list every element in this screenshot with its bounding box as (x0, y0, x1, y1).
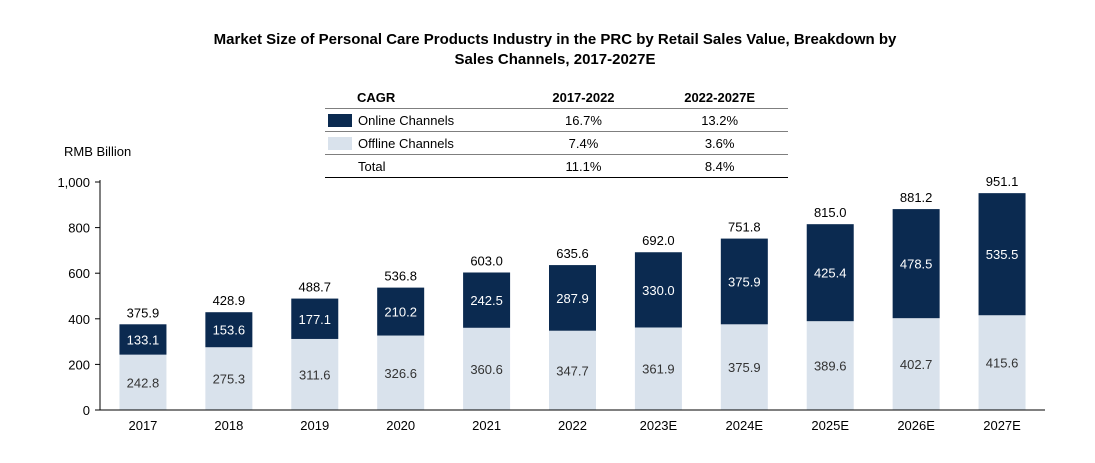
offline-value-label: 389.6 (814, 359, 847, 374)
x-tick-label: 2018 (214, 418, 243, 433)
cagr-row-online-label: Online Channels (325, 109, 516, 132)
online-value-label: 330.0 (642, 283, 675, 298)
chart-title-line-1: Market Size of Personal Care Products In… (213, 31, 897, 48)
total-value-label: 815.0 (814, 205, 847, 220)
x-tick-label: 2020 (386, 418, 415, 433)
offline-value-label: 347.7 (556, 363, 589, 378)
cagr-row-online: Online Channels 16.7% 13.2% (325, 109, 788, 132)
offline-value-label: 361.9 (642, 362, 675, 377)
bar-offline-segment (549, 330, 596, 410)
cagr-cell: 13.2% (701, 112, 739, 128)
online-value-label: 425.4 (814, 266, 847, 281)
online-value-label: 153.6 (213, 323, 246, 338)
total-value-label: 603.0 (470, 253, 503, 268)
x-tick-label: 2027E (983, 418, 1021, 433)
chart-title: Market Size of Personal Care Products In… (0, 30, 1095, 70)
cagr-cell: 3.6% (704, 135, 735, 151)
bar-offline-segment (291, 338, 339, 410)
bar-online-segment (377, 287, 425, 336)
bar-online-segment (549, 265, 596, 331)
x-tick-label: 2023E (640, 418, 678, 433)
x-tick-label: 2026E (897, 418, 935, 433)
cagr-cell: 8.4% (704, 158, 735, 174)
bar-online-segment (892, 209, 940, 319)
cagr-table: CAGR 2017-2022 2022-2027E Online Channel… (325, 86, 788, 178)
cagr-cell: 7.4% (568, 135, 599, 151)
online-value-label: 478.5 (900, 257, 933, 272)
bar-online-segment (720, 238, 768, 325)
total-value-label: 536.8 (384, 269, 417, 284)
offline-value-label: 326.6 (384, 366, 417, 381)
cagr-cell: 11.1% (565, 158, 602, 174)
y-tick-label: 400 (68, 312, 90, 327)
total-value-label: 881.2 (900, 190, 933, 205)
x-tick-label: 2022 (558, 418, 587, 433)
bar-offline-segment (205, 347, 253, 410)
online-value-label: 375.9 (728, 274, 761, 289)
bar-offline-segment (978, 315, 1026, 410)
bar-online-segment (806, 224, 854, 322)
offline-value-label: 311.6 (299, 367, 331, 382)
bar-offline-segment (806, 321, 854, 410)
offline-legend-swatch (328, 136, 352, 150)
offline-value-label: 242.8 (127, 375, 160, 390)
cagr-header-label: CAGR (357, 89, 396, 105)
cagr-header-period-2: 2022-2027E (684, 89, 756, 105)
offline-value-label: 360.6 (470, 362, 503, 377)
bar-online-segment (291, 298, 339, 339)
total-value-label: 488.7 (298, 280, 331, 295)
y-axis-unit-label: RMB Billion (64, 144, 132, 159)
x-tick-label: 2025E (811, 418, 849, 433)
offline-value-label: 415.6 (986, 356, 1019, 371)
cagr-cell: 16.7% (565, 112, 602, 128)
x-tick-label: 2017 (128, 418, 157, 433)
y-tick-label: 800 (68, 221, 90, 236)
y-tick-label: 200 (68, 357, 90, 372)
online-value-label: 133.1 (127, 332, 160, 347)
bar-online-segment (205, 312, 253, 348)
x-tick-label: 2021 (472, 418, 501, 433)
online-value-label: 177.1 (298, 312, 331, 327)
online-legend-text: Online Channels (358, 112, 455, 128)
online-value-label: 535.5 (986, 247, 1019, 262)
total-value-label: 951.1 (986, 174, 1019, 189)
total-value-label: 751.8 (728, 220, 761, 235)
total-value-label: 428.9 (213, 293, 246, 308)
bar-online-segment (978, 193, 1026, 316)
online-legend-swatch (328, 113, 352, 127)
cagr-row-total: Total 11.1% 8.4% (325, 155, 788, 178)
total-value-label: 635.6 (556, 246, 589, 261)
bar-online-segment (634, 252, 682, 328)
y-tick-label: 0 (83, 403, 90, 418)
bar-offline-segment (463, 327, 511, 410)
cagr-row-offline: Offline Channels 7.4% 3.6% (325, 132, 788, 155)
cagr-header-period-1: 2017-2022 (552, 89, 615, 105)
bar-offline-segment (634, 327, 682, 410)
total-value-label: 375.9 (127, 305, 160, 320)
cagr-row-total-label: Total (358, 158, 386, 174)
bar-offline-segment (119, 354, 167, 410)
offline-value-label: 275.3 (213, 372, 246, 387)
offline-value-label: 375.9 (728, 360, 761, 375)
total-value-label: 692.0 (642, 233, 675, 248)
bar-offline-segment (720, 324, 768, 410)
online-value-label: 242.5 (470, 293, 503, 308)
bar-online-segment (463, 272, 511, 328)
cagr-header-row: CAGR 2017-2022 2022-2027E (325, 86, 788, 109)
y-tick-label: 1,000 (57, 175, 90, 190)
cagr-row-offline-label: Offline Channels (325, 132, 516, 155)
x-tick-label: 2019 (300, 418, 329, 433)
bar-online-segment (119, 324, 167, 355)
chart-title-line-2: Sales Channels, 2017-2027E (454, 51, 656, 68)
x-tick-label: 2024E (726, 418, 764, 433)
bar-offline-segment (892, 318, 940, 410)
online-value-label: 210.2 (384, 305, 417, 320)
bar-offline-segment (377, 335, 425, 410)
offline-legend-text: Offline Channels (358, 135, 454, 151)
online-value-label: 287.9 (556, 291, 589, 306)
offline-value-label: 402.7 (900, 357, 933, 372)
y-tick-label: 600 (68, 266, 90, 281)
